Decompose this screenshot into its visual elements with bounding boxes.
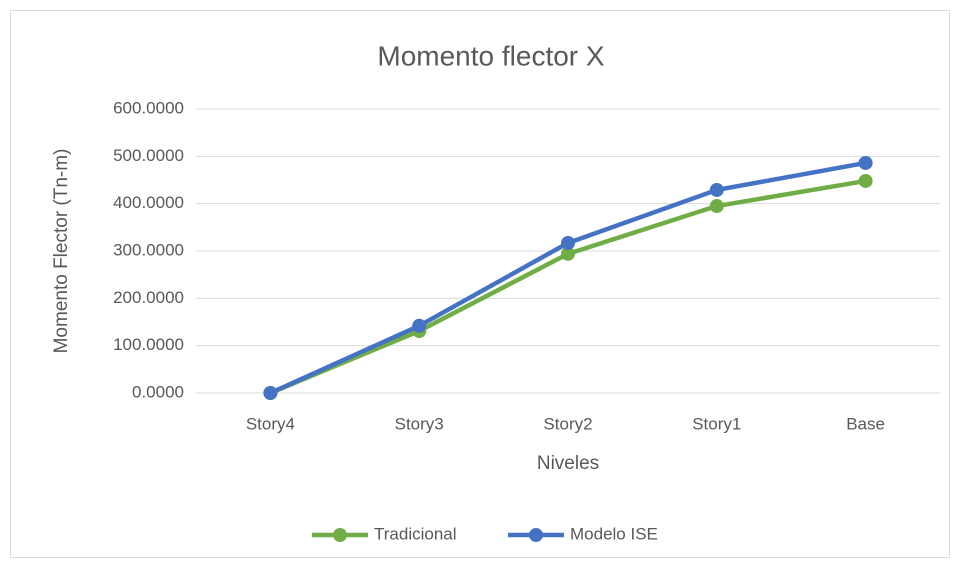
x-tick-label: Story2 [543,414,592,433]
y-tick-label: 300.0000 [113,240,184,259]
point [858,173,873,188]
point [263,386,278,400]
point [561,235,575,250]
x-tick-label: Base [846,414,885,433]
y-tick-label: 500.0000 [113,146,184,165]
y-tick-label: 600.0000 [113,98,184,117]
legend-label: Modelo ISE [570,524,658,543]
point [858,155,873,170]
y-tick-label: 100.0000 [113,335,184,354]
y-tick-label: 400.0000 [113,193,184,212]
y-axis-label: Momento Flector (Tn-m) [51,149,72,354]
chart-title: Momento flector X [377,40,605,71]
y-tick-label: 0.0000 [132,382,184,401]
chart-border [10,10,950,558]
legend-label: Tradicional [374,524,457,543]
point [709,182,724,197]
legend-marker [333,528,347,542]
x-tick-label: Story3 [395,414,444,433]
x-tick-label: Story1 [692,414,741,433]
x-tick-label: Story4 [246,414,295,433]
y-tick-label: 200.0000 [113,288,184,307]
point [412,318,427,333]
legend-marker [529,528,543,542]
point [561,246,575,261]
point [709,199,724,214]
x-axis-label: Niveles [537,453,599,474]
